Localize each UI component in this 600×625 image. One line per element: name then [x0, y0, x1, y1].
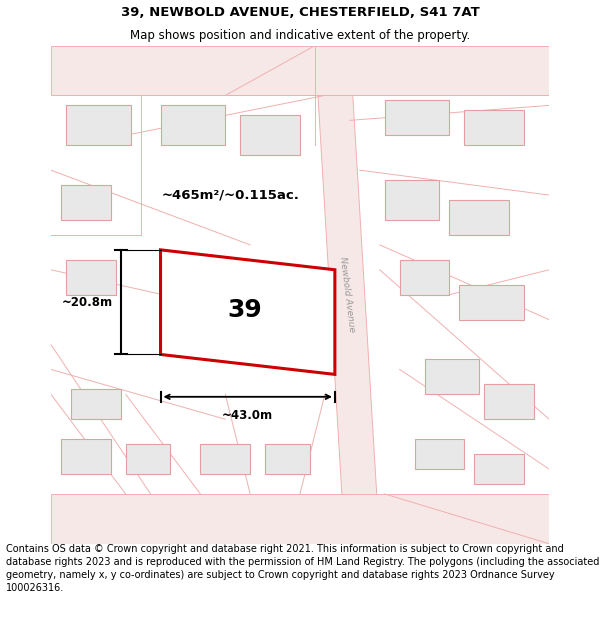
Bar [200, 444, 250, 474]
Bar [460, 285, 524, 319]
Bar [161, 106, 225, 145]
Bar [61, 439, 111, 474]
Polygon shape [315, 46, 380, 544]
Text: ~43.0m: ~43.0m [222, 409, 273, 422]
Text: Map shows position and indicative extent of the property.: Map shows position and indicative extent… [130, 29, 470, 42]
Bar [484, 384, 534, 419]
Bar [66, 106, 131, 145]
Polygon shape [51, 46, 549, 96]
Bar [61, 185, 111, 220]
Bar [449, 200, 509, 235]
Bar [475, 454, 524, 484]
Bar [125, 444, 170, 474]
Text: ~465m²/~0.115ac.: ~465m²/~0.115ac. [161, 189, 299, 201]
Bar [425, 359, 479, 394]
Bar [464, 111, 524, 145]
Bar [385, 101, 449, 135]
Text: Newbold Avenue: Newbold Avenue [338, 256, 356, 333]
Polygon shape [51, 494, 549, 544]
Bar [400, 260, 449, 294]
Text: ~20.8m: ~20.8m [62, 296, 113, 309]
Text: 39, NEWBOLD AVENUE, CHESTERFIELD, S41 7AT: 39, NEWBOLD AVENUE, CHESTERFIELD, S41 7A… [121, 6, 479, 19]
Text: 39: 39 [228, 298, 263, 322]
Bar [265, 444, 310, 474]
Text: Contains OS data © Crown copyright and database right 2021. This information is : Contains OS data © Crown copyright and d… [6, 544, 599, 593]
Polygon shape [161, 250, 335, 374]
Bar [71, 389, 121, 419]
Bar [415, 439, 464, 469]
Bar [385, 180, 439, 220]
Bar [66, 260, 116, 294]
Bar [240, 116, 300, 155]
